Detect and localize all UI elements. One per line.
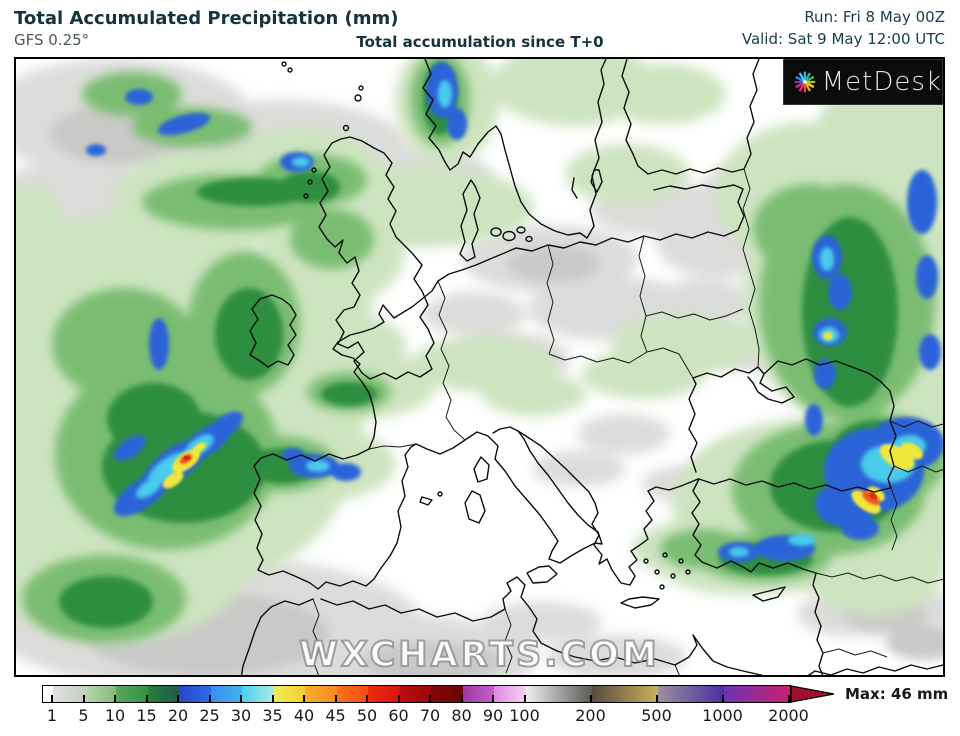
metdesk-logo-text: MetDesk [821, 67, 942, 97]
colorbar-segment [723, 686, 790, 702]
colorbar-tick [655, 695, 658, 702]
colorbar-tick [208, 695, 211, 702]
colorbar-tick-label: 80 [451, 706, 472, 725]
colorbar-segment [494, 686, 526, 702]
colorbar-tick-label: 100 [509, 706, 540, 725]
colorbar-tick-label: 45 [325, 706, 346, 725]
colorbar-tick [721, 695, 724, 702]
metdesk-logo: MetDesk [783, 59, 943, 105]
colorbar-tick [51, 695, 53, 702]
colorbar-tick [114, 695, 116, 702]
colorbar-tick [334, 695, 337, 702]
colorbar-tick [82, 695, 85, 702]
colorbar-tick-label: 20 [167, 706, 189, 725]
colorbar-segment [305, 686, 337, 702]
run-time-label: Run: Fri 8 May 00Z [804, 8, 945, 26]
colorbar-segment [462, 686, 494, 702]
colorbar-tick-label: 40 [293, 706, 315, 725]
colorbar-segment [368, 686, 400, 702]
colorbar-tick [366, 695, 368, 702]
colorbar-tick-label: 50 [356, 706, 378, 725]
model-label: GFS 0.25° [14, 31, 90, 49]
colorbar-tick [523, 695, 526, 702]
country-borders [312, 168, 943, 675]
colorbar-segment [431, 686, 463, 702]
colorbar-segment [210, 686, 242, 702]
colorbar-tick-label: 70 [419, 706, 441, 725]
wxcharts-watermark: WXCHARTS.COM [298, 634, 660, 675]
map-canvas [16, 59, 943, 675]
colorbar-segment [179, 686, 211, 702]
colorbar-arrow [790, 685, 835, 703]
colorbar-tick-label: 35 [262, 706, 283, 725]
colorbar-tick [177, 695, 179, 702]
colorbar-tick [492, 695, 494, 702]
colorbar-segment [336, 686, 368, 702]
precip-red-core [183, 455, 878, 500]
page-title: Total Accumulated Precipitation (mm) [14, 8, 399, 29]
colorbar-segment [657, 686, 724, 702]
metdesk-starburst-icon [794, 71, 816, 93]
colorbar-tick [397, 695, 400, 702]
precipitation-colorbar: 1 5 10 15 20 25 30 35 40 45 50 60 70 80 90 100 200 500 100… [42, 685, 952, 731]
colorbar-segment [591, 686, 658, 702]
colorbar-tick-label: 60 [388, 706, 409, 725]
colorbar-tick-label: 2000 [768, 706, 809, 725]
colorbar-tick [429, 695, 431, 702]
europe-precipitation-map: WXCHARTS.COM Me [14, 57, 945, 677]
colorbar-segment [242, 686, 274, 702]
colorbar-tick [271, 695, 274, 702]
colorbar-tick-label: 10 [104, 706, 126, 725]
colorbar-tick-label: 5 [78, 706, 89, 725]
accumulation-subtitle: Total accumulation since T+0 [356, 33, 604, 51]
colorbar-tick-label: 90 [482, 706, 504, 725]
colorbar-tick-label: 15 [136, 706, 157, 725]
colorbar-tick-label: 500 [641, 706, 672, 725]
valid-time-label: Valid: Sat 9 May 12:00 UTC [741, 30, 945, 48]
colorbar-segment [116, 686, 148, 702]
colorbar-tick [303, 695, 305, 702]
colorbar-tick [240, 695, 242, 702]
colorbar-tick-label: 25 [199, 706, 220, 725]
colorbar-segment [43, 686, 53, 702]
max-value-label: Max: 46 mm [845, 685, 949, 703]
colorbar-tick-label: 30 [230, 706, 252, 725]
colorbar-segment [273, 686, 305, 702]
colorbar-tick [787, 695, 790, 702]
colorbar-tick [460, 695, 463, 702]
colorbar-segment [84, 686, 116, 702]
colorbar-segment [147, 686, 179, 702]
colorbar-tick [145, 695, 148, 702]
colorbar-tick [589, 695, 592, 702]
colorbar-segment [53, 686, 85, 702]
colorbar-tick-label: 200 [575, 706, 606, 725]
colorbar-segment [399, 686, 431, 702]
colorbar-tick-label: 1 [46, 706, 58, 725]
colorbar-segment [525, 686, 592, 702]
coastlines [240, 59, 943, 675]
colorbar-tick-label: 1000 [702, 706, 743, 725]
colorbar-bar [42, 685, 791, 703]
